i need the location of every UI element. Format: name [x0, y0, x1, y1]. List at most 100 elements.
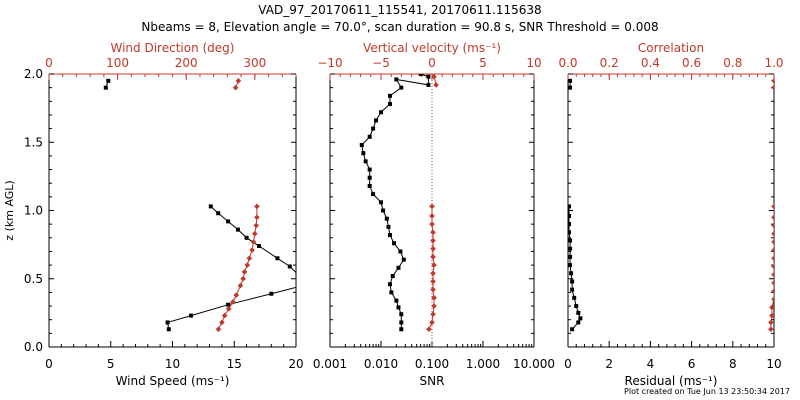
top-x-tick-label: 300 [243, 56, 266, 70]
data-point [244, 262, 251, 268]
data-point [771, 203, 774, 210]
data-point [771, 230, 774, 237]
data-point [390, 274, 395, 279]
data-point [396, 305, 401, 310]
data-point [431, 303, 437, 309]
data-point [189, 313, 194, 318]
data-point [401, 257, 406, 262]
top-x-axis-label: Wind Direction (deg) [111, 41, 235, 55]
data-point [241, 269, 248, 275]
data-point [429, 221, 435, 227]
data-point [426, 82, 431, 87]
data-point [430, 270, 436, 277]
series-black-bottom [568, 78, 583, 332]
x-tick-label: 1.000 [466, 357, 500, 371]
data-point [430, 237, 436, 244]
x-tick-label: 4 [647, 357, 655, 371]
data-point [367, 183, 372, 188]
top-x-axis-label: Correlation [638, 41, 704, 55]
data-point [374, 118, 379, 123]
series-red-top [426, 74, 439, 333]
top-x-tick-label: 10 [526, 56, 541, 70]
top-x-tick-label: 0.0 [558, 56, 577, 70]
series-line [428, 206, 435, 330]
top-x-axis-label: Vertical velocity (ms⁻¹) [363, 41, 501, 55]
top-x-tick-label: 0 [428, 56, 436, 70]
data-point [568, 230, 572, 235]
top-x-tick-label: 1.0 [764, 56, 783, 70]
data-point [429, 203, 435, 210]
data-point [106, 78, 111, 83]
x-tick-label: 5 [107, 357, 115, 371]
data-point [431, 74, 437, 80]
data-point [361, 151, 366, 156]
data-point [771, 280, 774, 286]
x-tick-label: 6 [688, 357, 696, 371]
data-point [771, 288, 774, 294]
data-point [568, 204, 572, 209]
data-point [389, 290, 394, 295]
data-point [254, 214, 260, 221]
top-x-tick-label: 5 [479, 56, 487, 70]
data-point [570, 287, 575, 292]
x-tick-label: 0 [45, 357, 53, 371]
data-point [429, 319, 435, 326]
data-point [379, 200, 383, 205]
data-point [771, 239, 774, 245]
top-x-tick-label: 0.8 [723, 56, 742, 70]
data-point [396, 265, 401, 270]
data-point [398, 249, 403, 254]
series-line [218, 206, 258, 330]
data-point [771, 214, 774, 221]
data-point [275, 256, 280, 261]
data-point [359, 142, 364, 147]
data-point [226, 302, 231, 307]
data-point [363, 159, 368, 164]
data-point [250, 239, 257, 245]
data-point [568, 254, 573, 259]
data-point [379, 110, 383, 115]
data-point [426, 326, 432, 333]
data-point [771, 263, 774, 270]
x-axis-label: Wind Speed (ms⁻¹) [116, 374, 230, 388]
x-axis-label: Residual (ms⁻¹) [625, 374, 718, 388]
data-point [769, 304, 774, 311]
data-point [367, 134, 372, 139]
data-point [371, 192, 376, 197]
data-point [771, 296, 774, 303]
data-point [367, 175, 372, 180]
y-tick-label: 2.0 [24, 67, 43, 81]
data-point [249, 247, 255, 253]
chart-title: VAD_97_20170611_115541, 20170611.115638 [258, 3, 542, 17]
data-point [768, 319, 774, 326]
chart-subtitle: Nbeams = 8, Elevation angle = 70.0°, sca… [141, 20, 659, 34]
x-tick-label: 20 [288, 357, 303, 371]
data-point [237, 282, 244, 289]
data-point [387, 282, 392, 287]
panel-right [567, 73, 775, 348]
data-point [568, 85, 573, 90]
top-x-tick-label: 0 [45, 56, 53, 70]
data-point [569, 271, 574, 276]
data-point [576, 320, 581, 325]
data-point [568, 238, 573, 243]
data-point [430, 254, 436, 260]
x-tick-label: 10 [165, 357, 180, 371]
data-point [568, 263, 573, 268]
data-point [226, 219, 231, 224]
top-x-tick-label: −5 [372, 56, 390, 70]
panel-left [48, 73, 297, 348]
data-point [103, 85, 108, 90]
data-point [433, 82, 439, 88]
data-point [219, 319, 225, 326]
top-x-tick-label: −10 [317, 56, 342, 70]
x-axis-label: SNR [420, 374, 445, 388]
data-point [225, 305, 232, 312]
data-point [572, 295, 577, 300]
series-red-top [215, 78, 260, 333]
data-point [244, 235, 249, 240]
series-black-bottom [359, 74, 431, 332]
y-tick-label: 0.5 [24, 272, 43, 286]
plot-footer: Plot created on Tue Jun 13 23:50:34 2017 [624, 387, 790, 396]
